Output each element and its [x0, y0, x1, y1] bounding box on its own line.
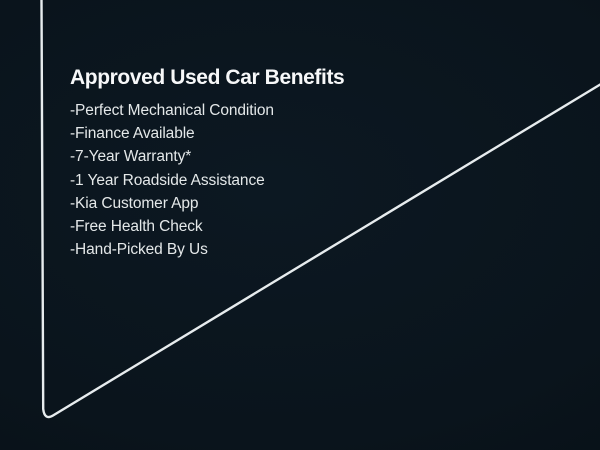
benefit-item: -1 Year Roadside Assistance [70, 171, 265, 189]
benefit-item: -Finance Available [70, 125, 195, 143]
benefits-list: -Perfect Mechanical Condition -Finance A… [70, 99, 470, 261]
benefit-item: -Hand-Picked By Us [70, 241, 208, 259]
benefit-item: -Perfect Mechanical Condition [70, 102, 274, 119]
benefits-content: Approved Used Car Benefits -Perfect Mech… [70, 65, 470, 261]
slide-title: Approved Used Car Benefits [70, 66, 345, 89]
benefit-item: -7-Year Warranty* [70, 148, 192, 166]
benefit-item: -Kia Customer App [70, 194, 199, 212]
benefit-item: -Free Health Check [70, 218, 203, 236]
